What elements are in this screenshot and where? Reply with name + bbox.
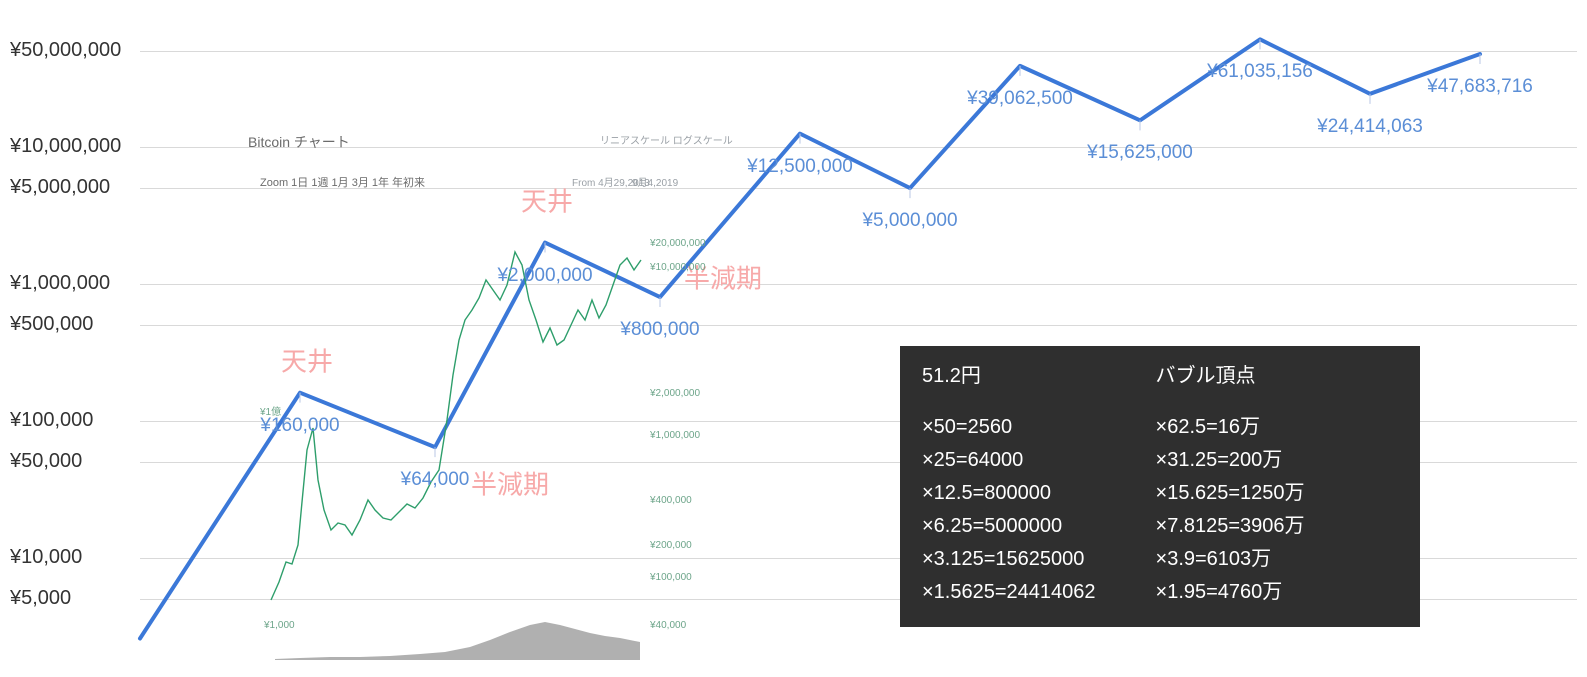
mini-right-label: ¥200,000	[650, 540, 692, 551]
point-label: ¥64,000	[401, 469, 470, 491]
info-row: ×50=2560	[922, 411, 1096, 444]
mini-chart-toolbar: Zoom 1日 1週 1月 3月 1年 年初来	[260, 174, 425, 190]
mini-right-label: ¥100,000	[650, 572, 692, 583]
info-left-header: 51.2円	[922, 360, 1096, 393]
point-label: ¥24,414,063	[1317, 116, 1423, 138]
mini-right-label: ¥10,000,000	[650, 262, 706, 273]
mini-chart-date-to: 9月4,2019	[632, 174, 678, 189]
info-row: ×15.625=1250万	[1156, 477, 1305, 510]
annotation-pink: 天井	[521, 182, 573, 219]
mini-right-label: ¥400,000	[650, 495, 692, 506]
info-right-header: バブル頂点	[1156, 360, 1305, 393]
info-right-rows: ×62.5=16万×31.25=200万×15.625=1250万×7.8125…	[1156, 411, 1305, 609]
info-row: ×1.5625=24414062	[922, 576, 1096, 609]
info-row: ×25=64000	[922, 444, 1096, 477]
point-label: ¥800,000	[620, 319, 699, 341]
mini-right-label: ¥1,000,000	[650, 430, 700, 441]
info-row: ×62.5=16万	[1156, 411, 1305, 444]
mini-right-label: ¥2,000,000	[650, 388, 700, 399]
mini-chart-scale: リニアスケール ログスケール	[600, 132, 733, 147]
point-label: ¥5,000,000	[862, 210, 957, 232]
info-row: ×3.9=6103万	[1156, 543, 1305, 576]
point-label: ¥15,625,000	[1087, 142, 1193, 164]
info-row: ×7.8125=3906万	[1156, 510, 1305, 543]
point-label: ¥47,683,716	[1427, 76, 1533, 98]
mini-chart-title: Bitcoin チャート	[248, 132, 350, 152]
mini-left-label: ¥1億	[260, 403, 281, 418]
info-table: 51.2円 ×50=2560×25=64000×12.5=800000×6.25…	[900, 346, 1420, 627]
info-row: ×31.25=200万	[1156, 444, 1305, 477]
point-label: ¥2,000,000	[497, 265, 592, 287]
info-row: ×6.25=5000000	[922, 510, 1096, 543]
info-row: ×3.125=15625000	[922, 543, 1096, 576]
point-label: ¥61,035,156	[1207, 61, 1313, 83]
annotation-pink: 天井	[281, 342, 333, 379]
annotation-pink: 半減期	[471, 465, 549, 502]
point-label: ¥39,062,500	[967, 88, 1073, 110]
mini-right-label: ¥40,000	[650, 620, 686, 631]
mini-left-label: ¥1,000	[264, 620, 295, 631]
info-row: ×1.95=4760万	[1156, 576, 1305, 609]
chart-root: ¥50,000,000¥10,000,000¥5,000,000¥1,000,0…	[0, 0, 1587, 677]
info-row: ×12.5=800000	[922, 477, 1096, 510]
mini-right-label: ¥20,000,000	[650, 238, 706, 249]
info-left-rows: ×50=2560×25=64000×12.5=800000×6.25=50000…	[922, 411, 1096, 609]
point-label: ¥12,500,000	[747, 156, 853, 178]
